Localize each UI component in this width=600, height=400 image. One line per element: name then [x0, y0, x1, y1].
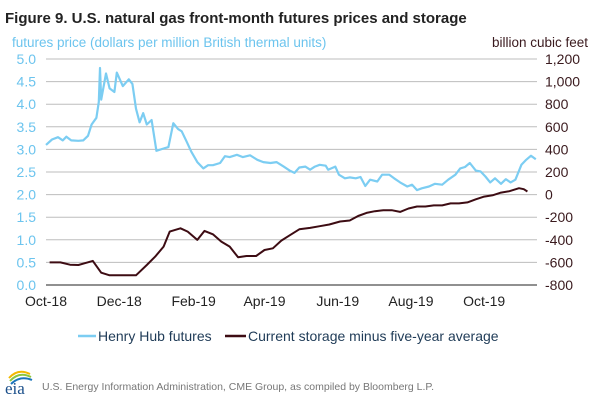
eia-logo-text: eia — [5, 379, 25, 398]
henry-hub-futures-line — [45, 66, 537, 192]
series-lines — [45, 66, 537, 277]
logo-arc-blue — [10, 377, 33, 385]
x-tick-label: Oct-18 — [25, 293, 67, 309]
logo-arc-green — [9, 373, 32, 382]
left-tick-label: 1.0 — [17, 232, 37, 248]
x-tick-label: Feb-19 — [171, 293, 216, 309]
legend-label-henry-hub: Henry Hub futures — [98, 328, 212, 344]
left-tick-label: 5.0 — [17, 51, 37, 67]
left-tick-label: 1.5 — [17, 209, 37, 225]
left-tick-label: 2.5 — [17, 164, 37, 180]
legend-label-storage: Current storage minus five-year average — [248, 328, 499, 344]
x-tick-label: Jun-19 — [316, 293, 359, 309]
right-tick-label: -800 — [545, 277, 573, 293]
right-axis-label: billion cubic feet — [492, 35, 588, 50]
x-tick-label: Aug-19 — [388, 293, 433, 309]
source-note: U.S. Energy Information Administration, … — [42, 381, 434, 393]
right-tick-label: 1,000 — [545, 74, 580, 90]
eia-logo: eia — [5, 370, 33, 398]
chart-title: Figure 9. U.S. natural gas front-month f… — [5, 10, 467, 27]
left-tick-label: 2.0 — [17, 187, 37, 203]
left-tick-label: 4.5 — [17, 74, 37, 90]
logo-arc-yellow — [8, 370, 31, 379]
left-axis-ticks: 0.0 0.5 1.0 1.5 2.0 2.5 3.0 3.5 4.0 4.5 5.0 — [17, 51, 37, 293]
right-tick-label: 200 — [545, 164, 569, 180]
right-tick-label: 0 — [545, 187, 553, 203]
right-tick-label: 1,200 — [545, 51, 580, 67]
right-tick-label: 600 — [545, 119, 569, 135]
x-tick-label: Apr-19 — [243, 293, 285, 309]
right-tick-label: 400 — [545, 141, 569, 157]
right-tick-label: -400 — [545, 232, 573, 248]
left-tick-label: 0.0 — [17, 277, 37, 293]
right-tick-label: -200 — [545, 209, 573, 225]
right-tick-label: -600 — [545, 254, 573, 270]
x-axis-ticks: Oct-18 Dec-18 Feb-19 Apr-19 Jun-19 Aug-19 Oct-… — [25, 293, 505, 309]
left-tick-label: 4.0 — [17, 96, 37, 112]
left-axis-label: futures price (dollars per million Briti… — [12, 35, 326, 50]
legend: Henry Hub futures Current storage minus … — [78, 328, 499, 344]
left-tick-label: 3.5 — [17, 119, 37, 135]
right-tick-label: 800 — [545, 96, 569, 112]
storage-difference-line — [49, 187, 528, 277]
left-tick-label: 0.5 — [17, 254, 37, 270]
x-tick-label: Dec-18 — [97, 293, 142, 309]
right-axis-ticks: -800 -600 -400 -200 0 200 400 600 800 1,000 1,200 — [545, 51, 580, 293]
x-tick-label: Oct-19 — [463, 293, 505, 309]
left-tick-label: 3.0 — [17, 141, 37, 157]
